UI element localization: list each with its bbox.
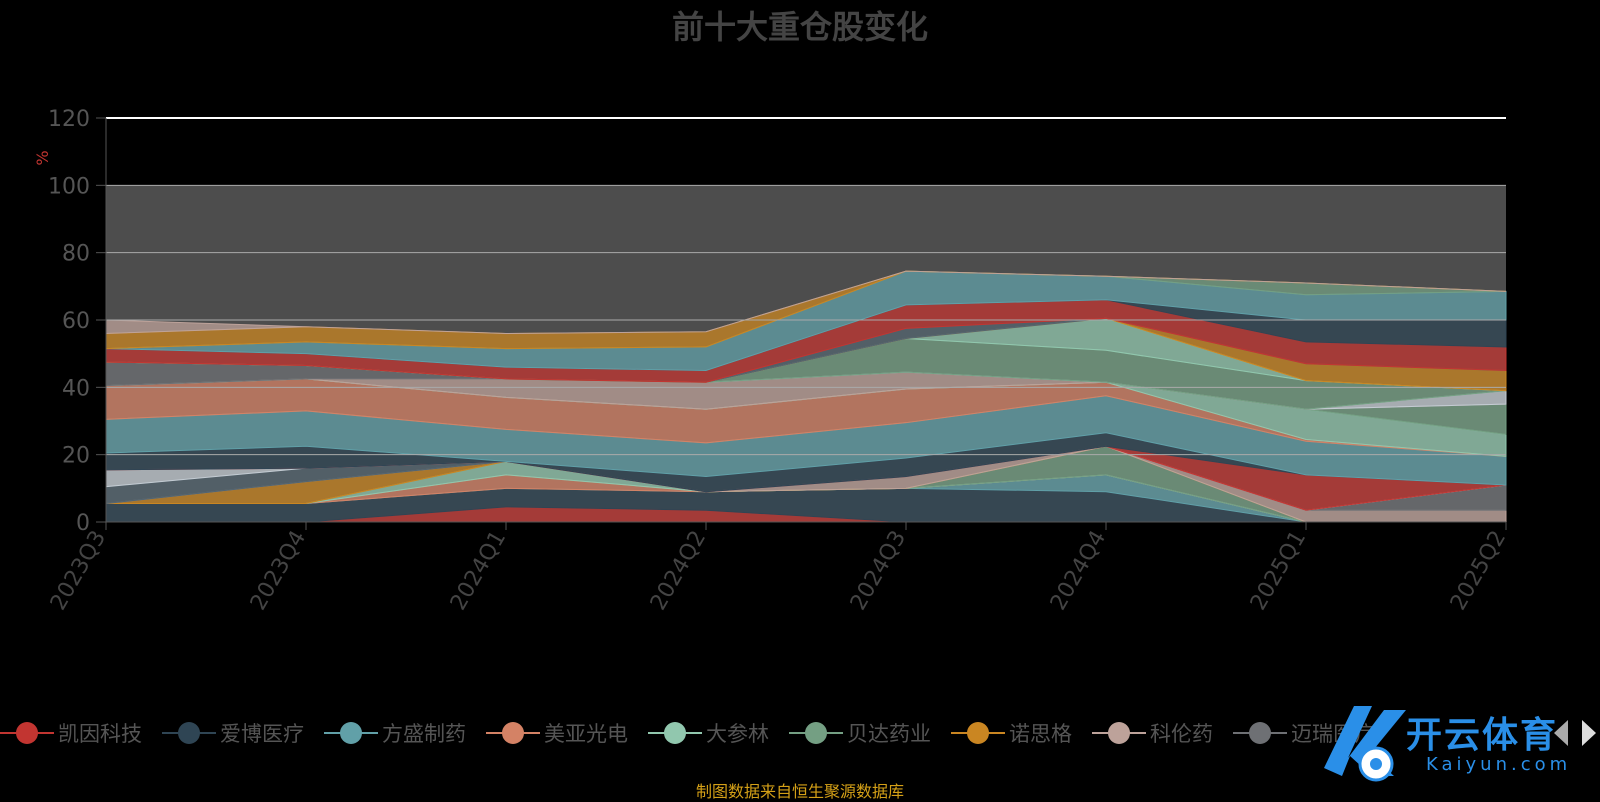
legend-marker-icon bbox=[162, 721, 216, 745]
legend-pager bbox=[1554, 720, 1596, 746]
legend-marker-icon bbox=[1092, 721, 1146, 745]
legend-item[interactable]: 迈瑞医疗 bbox=[1233, 718, 1375, 748]
x-tick-label: 2024Q3 bbox=[846, 527, 911, 615]
y-tick-label: 20 bbox=[62, 444, 90, 469]
source-note: 制图数据来自恒生聚源数据库 bbox=[695, 782, 904, 801]
legend-label: 方盛制药 bbox=[382, 722, 466, 746]
legend-label: 大参林 bbox=[706, 722, 769, 746]
legend-item[interactable]: 科伦药 bbox=[1092, 718, 1213, 748]
legend-label: 爱博医疗 bbox=[220, 722, 304, 746]
watermark-text-cn: 开云体育 bbox=[1406, 715, 1559, 756]
y-tick-label: 80 bbox=[62, 242, 90, 267]
legend-label: 科伦药 bbox=[1150, 722, 1213, 746]
y-tick-label: 0 bbox=[76, 511, 90, 536]
legend-item[interactable]: 大参林 bbox=[648, 718, 769, 748]
y-tick-label: 40 bbox=[62, 376, 90, 401]
legend-item[interactable]: 凯因科技 bbox=[0, 718, 142, 748]
legend-item[interactable]: 贝达药业 bbox=[789, 718, 931, 748]
legend-marker-icon bbox=[648, 721, 702, 745]
legend-label: 凯因科技 bbox=[58, 722, 142, 746]
y-axis-unit: % bbox=[33, 150, 52, 165]
legend-marker-icon bbox=[951, 721, 1005, 745]
legend-marker-icon bbox=[789, 721, 843, 745]
y-tick-label: 120 bbox=[48, 107, 90, 132]
x-tick-label: 2025Q2 bbox=[1446, 527, 1511, 615]
x-tick-label: 2024Q1 bbox=[446, 527, 511, 615]
legend-marker-icon bbox=[1233, 721, 1287, 745]
legend-next-icon[interactable] bbox=[1582, 720, 1596, 746]
legend-marker-icon bbox=[0, 721, 54, 745]
chart-title: 前十大重仓股变化 bbox=[671, 8, 928, 46]
x-tick-label: 2024Q2 bbox=[646, 527, 711, 615]
x-tick-label: 2024Q4 bbox=[1046, 527, 1111, 615]
legend-label: 美亚光电 bbox=[544, 722, 628, 746]
legend-label: 贝达药业 bbox=[847, 722, 931, 746]
legend-item[interactable]: 方盛制药 bbox=[324, 718, 466, 748]
y-tick-label: 60 bbox=[62, 309, 90, 334]
x-tick-label: 2025Q1 bbox=[1246, 527, 1311, 615]
watermark-text-en: Kaiyun.com bbox=[1426, 754, 1572, 775]
legend: 凯因科技 爱博医疗 方盛制药 美亚光电 大参林 贝达药业 诺思格 科伦药 迈瑞医疗 bbox=[0, 716, 1600, 750]
watermark-logo: 开云体育 Kaiyun.com bbox=[1314, 698, 1600, 788]
y-tick-label: 100 bbox=[48, 174, 90, 199]
x-tick-label: 2023Q4 bbox=[246, 527, 311, 615]
gridlines: 0 20 40 60 80 100 120 bbox=[48, 107, 1506, 536]
legend-marker-icon bbox=[324, 721, 378, 745]
legend-prev-icon[interactable] bbox=[1554, 720, 1568, 746]
legend-item[interactable]: 爱博医疗 bbox=[162, 718, 304, 748]
legend-marker-icon bbox=[486, 721, 540, 745]
logo-ball-icon bbox=[1324, 706, 1406, 782]
legend-item[interactable]: 诺思格 bbox=[951, 718, 1072, 748]
legend-item[interactable]: 美亚光电 bbox=[486, 718, 628, 748]
x-tick-label: 2023Q3 bbox=[46, 527, 111, 615]
area-series-30[interactable] bbox=[105, 270, 1507, 334]
legend-label: 诺思格 bbox=[1009, 722, 1072, 746]
